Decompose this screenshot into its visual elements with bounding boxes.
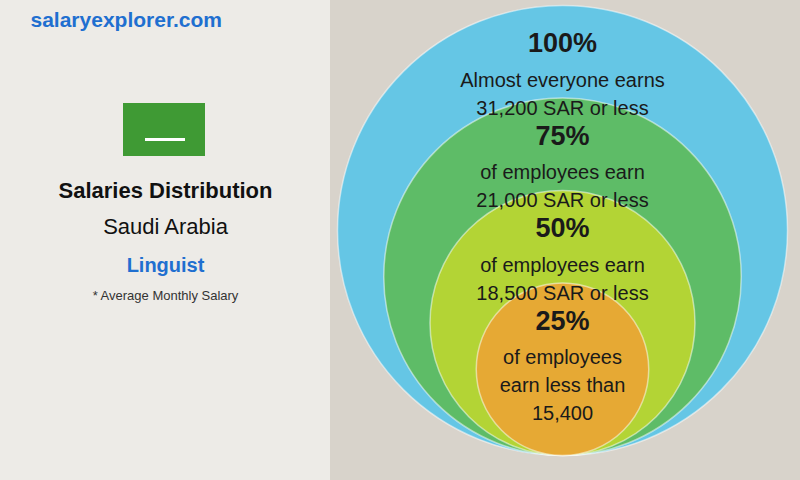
svg-text:of employees earn: of employees earn — [480, 254, 645, 276]
svg-text:of employees: of employees — [503, 346, 622, 368]
svg-text:Saudi Arabia: Saudi Arabia — [103, 214, 229, 239]
svg-text:of employees earn: of employees earn — [480, 161, 645, 183]
svg-text:31,200 SAR or less: 31,200 SAR or less — [476, 97, 648, 119]
svg-text:18,500 SAR or less: 18,500 SAR or less — [476, 282, 648, 304]
svg-text:Linguist: Linguist — [127, 254, 205, 276]
svg-text:Salaries Distribution: Salaries Distribution — [59, 178, 273, 203]
svg-text:21,000 SAR or less: 21,000 SAR or less — [476, 189, 648, 211]
svg-text:15,400: 15,400 — [532, 402, 593, 424]
svg-text:* Average Monthly Salary: * Average Monthly Salary — [93, 288, 239, 303]
svg-text:100%: 100% — [528, 28, 597, 58]
svg-text:75%: 75% — [535, 121, 589, 151]
svg-text:Almost everyone earns: Almost everyone earns — [460, 69, 665, 91]
svg-text:25%: 25% — [535, 306, 589, 336]
svg-text:50%: 50% — [535, 213, 589, 243]
svg-text:salaryexplorer.com: salaryexplorer.com — [31, 8, 222, 31]
svg-text:earn less than: earn less than — [500, 374, 626, 396]
